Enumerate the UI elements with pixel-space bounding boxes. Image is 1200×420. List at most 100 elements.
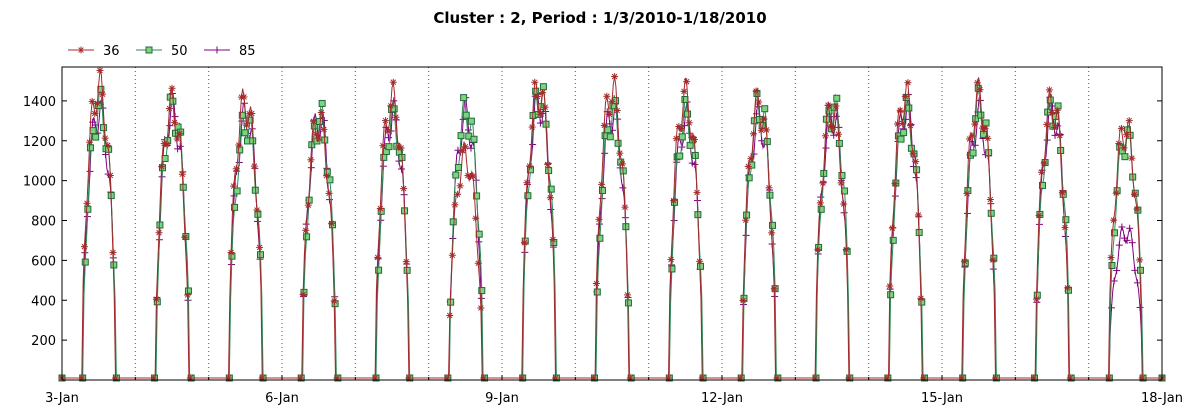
- axes: 200 400 600 800 1000 1200 1400 3-Jan 6-Jan 9-Jan 1…: [23, 95, 1183, 406]
- point-50-8: [86, 144, 94, 152]
- point-36-18: [99, 90, 107, 98]
- point-50-266: [743, 211, 751, 219]
- point-36-284: [765, 184, 773, 192]
- point-36-200: [549, 236, 557, 244]
- chart-title: Cluster : 2, Period : 1/3/2010-1/18/2010: [433, 9, 767, 27]
- point-50-208: [596, 234, 604, 242]
- point-50-18: [99, 124, 107, 132]
- point-36-372: [986, 195, 994, 203]
- point-36-314: [840, 200, 848, 208]
- point-36-382: [1035, 212, 1043, 220]
- point-36-56: [184, 291, 192, 299]
- point-85-246: [680, 122, 688, 130]
- point-50-104: [318, 99, 326, 107]
- point-36-330: [896, 106, 904, 114]
- point-36-236: [667, 256, 675, 264]
- point-36-390: [1045, 86, 1053, 94]
- point-50-124: [380, 153, 388, 161]
- point-36-220: [611, 73, 619, 81]
- point-50-242: [676, 152, 684, 160]
- point-36-364: [976, 86, 984, 94]
- point-36-384: [1038, 168, 1046, 176]
- point-36-346: [917, 294, 925, 302]
- point-50-248: [684, 110, 692, 118]
- point-36-98: [309, 117, 317, 125]
- point-36-282: [762, 126, 770, 134]
- point-36-396: [1053, 106, 1061, 114]
- point-36-370: [984, 134, 992, 142]
- point-36-52: [178, 170, 186, 178]
- point-36-32: [152, 295, 160, 303]
- point-36-340: [909, 150, 917, 158]
- point-36-130: [387, 102, 395, 110]
- point-85-138: [398, 165, 406, 173]
- point-85-424: [1126, 224, 1134, 232]
- point-36-334: [901, 92, 909, 100]
- point-36-256: [693, 188, 701, 196]
- point-36-280: [760, 115, 768, 123]
- point-36-80: [250, 162, 258, 170]
- point-50-72: [241, 129, 249, 137]
- point-36-402: [1061, 224, 1069, 232]
- point-36-344: [914, 211, 922, 219]
- point-36-368: [981, 124, 989, 132]
- point-36-196: [544, 160, 552, 168]
- point-36-166: [469, 172, 477, 180]
- point-50-236: [668, 265, 676, 273]
- point-85-422: [1123, 236, 1131, 244]
- point-50-78: [249, 137, 257, 145]
- point-36-16: [96, 66, 104, 74]
- point-36-42: [165, 105, 173, 113]
- point-50-10: [89, 127, 97, 135]
- point-50-358: [969, 149, 977, 157]
- point-50-222: [614, 139, 622, 147]
- point-50-172: [478, 287, 486, 295]
- y-tick-label-400: 400: [31, 294, 56, 309]
- point-36-96: [307, 156, 315, 164]
- point-50-64: [231, 203, 239, 211]
- point-36-248: [683, 78, 691, 86]
- point-85-306: [830, 131, 838, 139]
- point-36-324: [888, 224, 896, 232]
- point-36-48: [173, 135, 181, 143]
- y-tick-label-1400: 1400: [23, 95, 56, 110]
- point-36-44: [168, 84, 176, 92]
- plot-frame: [61, 66, 1163, 381]
- point-36-258: [696, 257, 704, 265]
- point-36-210: [598, 180, 606, 188]
- point-36-100: [312, 130, 320, 138]
- point-36-102: [315, 134, 323, 142]
- point-36-154: [454, 190, 462, 198]
- point-50-164: [467, 117, 475, 125]
- point-36-92: [302, 226, 310, 234]
- point-36-188: [533, 92, 541, 100]
- point-85-4: [81, 249, 89, 257]
- point-36-78: [248, 110, 256, 118]
- point-36-90: [299, 290, 307, 298]
- point-50-312: [838, 171, 846, 179]
- point-36-298: [819, 179, 827, 187]
- point-36-266: [742, 216, 750, 224]
- point-36-26: [109, 249, 117, 257]
- point-36-134: [392, 113, 400, 121]
- point-50-364: [977, 111, 985, 119]
- point-36-276: [755, 98, 763, 106]
- point-36-386: [1040, 159, 1048, 167]
- point-36-426: [1128, 154, 1136, 162]
- legend: 36 50 85: [68, 44, 256, 59]
- point-50-258: [696, 262, 704, 270]
- point-36-316: [842, 246, 850, 254]
- point-36-398: [1056, 132, 1064, 140]
- point-36-184: [528, 123, 536, 131]
- point-50-150: [449, 218, 457, 226]
- x-tick-label-3-Jan: 3-Jan: [45, 391, 79, 406]
- x-tick-label-15-Jan: 15-Jan: [921, 391, 963, 406]
- point-36-64: [230, 182, 238, 190]
- point-85-432: [1136, 303, 1144, 311]
- point-36-178: [520, 239, 528, 247]
- point-36-40: [163, 140, 171, 148]
- point-50-4: [81, 258, 89, 266]
- point-36-374: [989, 256, 997, 264]
- legend-label-50: 50: [171, 44, 188, 59]
- point-50-192: [539, 83, 547, 91]
